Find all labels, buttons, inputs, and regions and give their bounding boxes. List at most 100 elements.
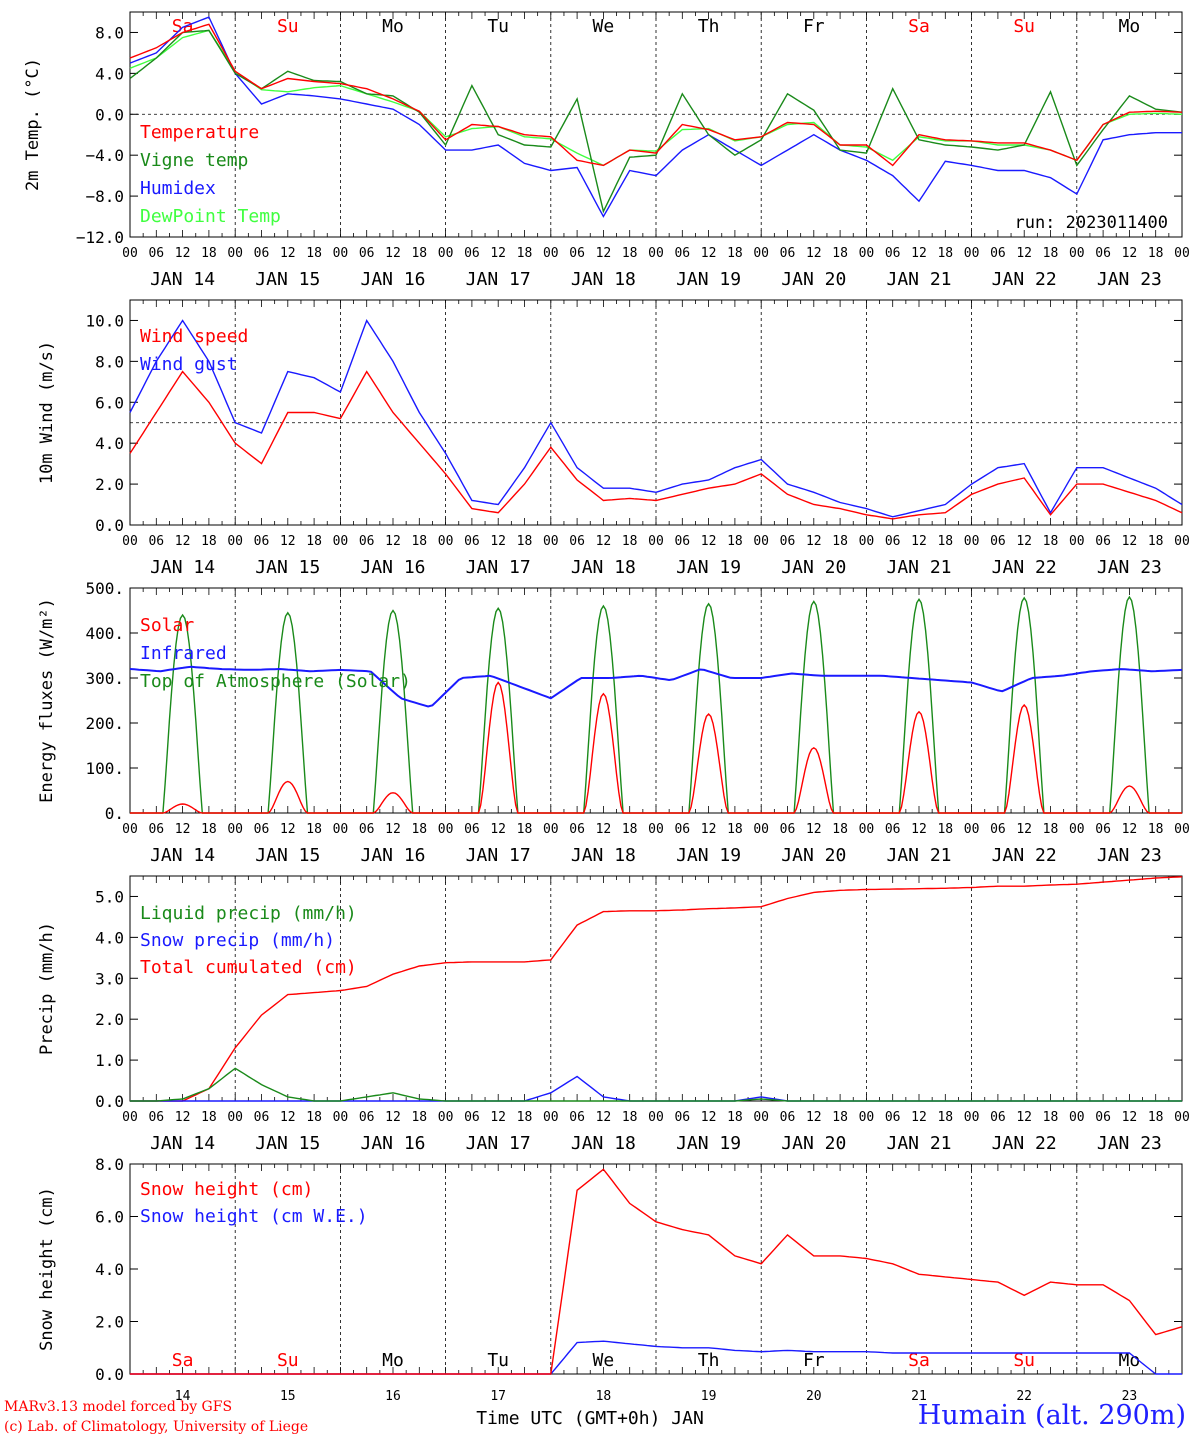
hour-tick-label: 06 bbox=[569, 534, 585, 549]
y-tick-label: 1.0 bbox=[95, 1051, 124, 1070]
hour-tick-label: 18 bbox=[1043, 534, 1059, 549]
legend-entry: Snow precip (mm/h) bbox=[140, 930, 335, 951]
hour-tick-label: 00 bbox=[543, 822, 559, 837]
date-label: JAN 18 bbox=[571, 1133, 636, 1154]
date-label: JAN 22 bbox=[992, 557, 1057, 578]
hour-tick-label: 00 bbox=[1069, 534, 1085, 549]
hour-tick-label: 06 bbox=[1095, 822, 1111, 837]
hour-tick-label: 00 bbox=[648, 822, 664, 837]
hour-tick-label: 18 bbox=[727, 1110, 743, 1125]
hour-tick-label: 12 bbox=[911, 1110, 927, 1125]
hour-tick-label: 12 bbox=[1016, 246, 1032, 261]
hour-tick-label: 00 bbox=[1174, 822, 1190, 837]
date-label: JAN 23 bbox=[1097, 845, 1162, 866]
panel-2: 0.0 2.0 4.0 6.0 8.0 10.0 10m Wind (m/s) 00 06 12 1… bbox=[37, 299, 1190, 578]
hour-tick-label: 18 bbox=[517, 822, 533, 837]
hour-tick-label: 12 bbox=[1016, 1110, 1032, 1125]
day-number-label: 19 bbox=[701, 1389, 717, 1404]
hour-tick-label: 06 bbox=[254, 822, 270, 837]
series-line-total-cumulated-cm- bbox=[130, 876, 1183, 1102]
hour-tick-label: 18 bbox=[1148, 246, 1164, 261]
hour-tick-label: 06 bbox=[148, 246, 164, 261]
hour-tick-label: 06 bbox=[464, 534, 480, 549]
day-label: Fr bbox=[803, 1350, 825, 1371]
plot-frame bbox=[129, 587, 1183, 814]
hour-tick-label: 00 bbox=[859, 1110, 875, 1125]
hour-tick-label: 00 bbox=[438, 822, 454, 837]
date-label: JAN 19 bbox=[676, 845, 741, 866]
hour-tick-label: 00 bbox=[543, 534, 559, 549]
hour-tick-label: 00 bbox=[648, 1110, 664, 1125]
hour-tick-label: 18 bbox=[727, 534, 743, 549]
hour-tick-label: 12 bbox=[806, 1110, 822, 1125]
hour-tick-label: 18 bbox=[832, 246, 848, 261]
hour-tick-label: 06 bbox=[148, 534, 164, 549]
series-line-infrared bbox=[129, 665, 1183, 708]
hour-tick-label: 18 bbox=[517, 1110, 533, 1125]
x-axis-label: Time UTC (GMT+0h) JAN bbox=[476, 1408, 704, 1429]
panel-5: 0.0 2.0 4.0 6.0 8.0 Snow height (cm) Sa Su Mo Tu W… bbox=[37, 1155, 1183, 1429]
hour-tick-label: 18 bbox=[622, 822, 638, 837]
y-tick-label: −4.0 bbox=[85, 146, 124, 165]
hour-tick-label: 00 bbox=[753, 1110, 769, 1125]
legend-entry: Vigne temp bbox=[140, 150, 248, 171]
hour-tick-label: 12 bbox=[1016, 822, 1032, 837]
hour-tick-label: 12 bbox=[911, 534, 927, 549]
footer-credit-line: (c) Lab. of Climatology, University of L… bbox=[4, 1419, 309, 1435]
hour-tick-label: 18 bbox=[201, 822, 217, 837]
hour-tick-label: 12 bbox=[280, 246, 296, 261]
day-label: Fr bbox=[803, 16, 825, 37]
date-label: JAN 23 bbox=[1097, 557, 1162, 578]
y-tick-label: 8.0 bbox=[95, 1155, 124, 1174]
date-label: JAN 14 bbox=[150, 557, 215, 578]
hour-tick-label: 12 bbox=[596, 246, 612, 261]
legend-entry: Liquid precip (mm/h) bbox=[140, 903, 357, 924]
hour-tick-label: 00 bbox=[438, 1110, 454, 1125]
hour-tick-label: 12 bbox=[701, 822, 717, 837]
hour-tick-label: 00 bbox=[1174, 1110, 1190, 1125]
hour-tick-label: 00 bbox=[1069, 822, 1085, 837]
series-line-liquid-precip-mm-h- bbox=[130, 1067, 1182, 1102]
hour-tick-label: 18 bbox=[201, 246, 217, 261]
hour-tick-label: 00 bbox=[753, 822, 769, 837]
hour-tick-label: 00 bbox=[753, 534, 769, 549]
hour-tick-label: 18 bbox=[411, 822, 427, 837]
hour-tick-label: 12 bbox=[490, 246, 506, 261]
day-number-label: 23 bbox=[1122, 1389, 1138, 1404]
date-label: JAN 18 bbox=[571, 845, 636, 866]
hour-tick-label: 18 bbox=[517, 246, 533, 261]
day-label: Th bbox=[698, 1350, 720, 1371]
hour-tick-label: 12 bbox=[1122, 822, 1138, 837]
day-label: We bbox=[593, 1350, 615, 1371]
hour-tick-label: 00 bbox=[543, 1110, 559, 1125]
hour-tick-label: 00 bbox=[964, 534, 980, 549]
hour-tick-label: 12 bbox=[911, 822, 927, 837]
hour-tick-label: 18 bbox=[937, 246, 953, 261]
hour-tick-label: 18 bbox=[1148, 822, 1164, 837]
hour-tick-label: 18 bbox=[306, 534, 322, 549]
date-label: JAN 21 bbox=[886, 845, 951, 866]
hour-tick-label: 00 bbox=[1069, 1110, 1085, 1125]
date-label: JAN 19 bbox=[676, 1133, 741, 1154]
day-label: Sa bbox=[172, 1350, 194, 1371]
hour-tick-label: 06 bbox=[674, 1110, 690, 1125]
date-label: JAN 23 bbox=[1097, 1133, 1162, 1154]
hour-tick-label: 06 bbox=[359, 246, 375, 261]
hour-tick-label: 12 bbox=[1016, 534, 1032, 549]
hour-tick-label: 18 bbox=[832, 1110, 848, 1125]
hour-tick-label: 06 bbox=[569, 1110, 585, 1125]
hour-tick-label: 06 bbox=[359, 534, 375, 549]
hour-tick-label: 00 bbox=[859, 534, 875, 549]
day-label: Su bbox=[277, 16, 299, 37]
hour-tick-label: 18 bbox=[727, 822, 743, 837]
date-label: JAN 18 bbox=[571, 557, 636, 578]
day-number-label: 22 bbox=[1016, 1389, 1032, 1404]
series-line-solar bbox=[130, 681, 1182, 814]
y-tick-label: −12.0 bbox=[76, 228, 124, 247]
hour-tick-label: 12 bbox=[701, 1110, 717, 1125]
y-tick-label: 8.0 bbox=[95, 23, 124, 42]
hour-tick-label: 06 bbox=[990, 822, 1006, 837]
hour-tick-label: 00 bbox=[122, 1110, 138, 1125]
hour-tick-label: 12 bbox=[385, 246, 401, 261]
